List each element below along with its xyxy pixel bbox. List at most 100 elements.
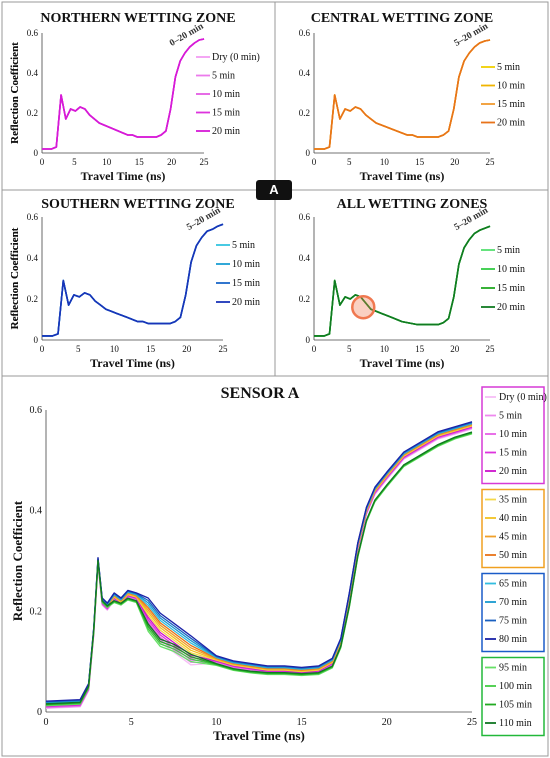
chart-title: CENTRAL WETTING ZONE — [311, 11, 494, 26]
x-tick-label: 15 — [135, 157, 145, 167]
y-tick-label: 0 — [37, 707, 42, 718]
legend-label: 105 min — [499, 700, 532, 711]
series-line — [45, 421, 473, 702]
legend-group-frame — [481, 386, 545, 485]
x-tick-label: 10 — [102, 157, 112, 167]
y-tick-label: 0.6 — [299, 28, 311, 38]
x-tick-label: 10 — [380, 157, 390, 167]
x-tick-label: 5 — [72, 157, 77, 167]
x-tick-label: 0 — [312, 157, 317, 167]
y-tick-label: 0.6 — [299, 212, 311, 222]
x-tick-label: 15 — [297, 717, 307, 728]
x-tick-label: 15 — [415, 157, 425, 167]
legend-label: 5 min — [212, 71, 235, 82]
chart-title: ALL WETTING ZONES — [337, 197, 488, 212]
y-tick-label: 0.4 — [299, 68, 311, 78]
x-tick-label: 25 — [467, 717, 477, 728]
y-tick-label: 0.2 — [27, 294, 38, 304]
chart-panel-4: 0 5 10 15 20 25 0 0.2 0.4 0.6 Travel Time (ns) Refl… — [9, 197, 525, 370]
legend-label: 45 min — [499, 532, 527, 543]
legend-label: 80 min — [499, 634, 527, 645]
chart-panel-1: 0 5 10 15 20 25 0 0.2 0.4 0.6 Travel Time (ns) Refl… — [9, 11, 260, 183]
legend-label: 10 min — [499, 429, 527, 440]
x-tick-label: 25 — [200, 157, 210, 167]
series-line — [45, 424, 473, 705]
legend-label: 100 min — [499, 681, 532, 692]
legend-label: 5 min — [499, 411, 522, 422]
legend-label: 15 min — [212, 108, 240, 119]
legend-label: 20 min — [497, 118, 525, 129]
legend-label: 20 min — [212, 126, 240, 137]
series-line — [45, 431, 473, 705]
legend-label: Dry (0 min) — [212, 52, 260, 63]
legend-label: 10 min — [497, 264, 525, 275]
series-line — [42, 38, 205, 150]
y-tick-label: 0.2 — [27, 108, 38, 118]
y-axis-label: Reflection Coefficient — [9, 42, 21, 144]
x-tick-label: 25 — [486, 157, 496, 167]
legend-label: 70 min — [499, 597, 527, 608]
series-line — [45, 425, 473, 707]
legend-label: 95 min — [499, 663, 527, 674]
y-tick-label: 0 — [34, 148, 39, 158]
x-tick-label: 0 — [44, 717, 49, 728]
x-tick-label: 15 — [415, 344, 425, 354]
legend-label: 50 min — [499, 550, 527, 561]
y-tick-label: 0.4 — [27, 253, 39, 263]
series-line — [314, 225, 491, 337]
chart-panel-2: 0 5 10 15 20 25 0 0.2 0.4 0.6 Travel Time (ns) Refl… — [9, 11, 525, 183]
legend-label: 15 min — [232, 278, 260, 289]
x-tick-label: 10 — [110, 344, 120, 354]
x-tick-label: 10 — [211, 717, 221, 728]
x-tick-label: 0 — [40, 344, 45, 354]
y-tick-label: 0.2 — [299, 294, 310, 304]
y-tick-label: 0 — [306, 148, 311, 158]
legend-label: 65 min — [499, 579, 527, 590]
y-axis-label: Reflection Coefficient — [9, 42, 21, 144]
series-line — [314, 225, 491, 337]
legend-label: 15 min — [499, 448, 527, 459]
series-line — [45, 422, 473, 703]
y-tick-label: 0.4 — [27, 68, 39, 78]
series-line — [42, 223, 224, 337]
x-tick-label: 5 — [347, 344, 352, 354]
x-tick-label: 25 — [486, 344, 496, 354]
panel-badge: A — [256, 180, 292, 200]
x-tick-label: 20 — [450, 344, 460, 354]
legend-label: Dry (0 min) — [499, 392, 547, 403]
y-tick-label: 0.6 — [27, 28, 39, 38]
x-axis-label: Travel Time (ns) — [360, 169, 445, 183]
x-tick-label: 5 — [129, 717, 134, 728]
y-tick-label: 0.4 — [299, 253, 311, 263]
y-tick-label: 0 — [34, 335, 39, 345]
x-axis-label: Travel Time (ns) — [90, 356, 175, 370]
legend-label: 20 min — [232, 297, 260, 308]
chart-title: NORTHERN WETTING ZONE — [40, 11, 235, 26]
x-tick-label: 10 — [380, 344, 390, 354]
series-line — [314, 39, 491, 150]
x-tick-label: 20 — [167, 157, 177, 167]
legend-label: 5 min — [232, 240, 255, 251]
legend-label: 40 min — [499, 513, 527, 524]
y-axis-label: Reflection Coefficient — [9, 227, 21, 329]
legend-label: 35 min — [499, 495, 527, 506]
legend-label: 10 min — [497, 81, 525, 92]
y-tick-label: 0.2 — [299, 108, 310, 118]
legend-label: 15 min — [497, 99, 525, 110]
chart-title: SENSOR A — [221, 385, 300, 402]
chart-panel-3: 0 5 10 15 20 25 0 0.2 0.4 0.6 Travel Time (ns) Refl… — [9, 197, 260, 370]
x-axis-label: Travel Time (ns) — [360, 356, 445, 370]
series-line — [314, 225, 491, 337]
y-tick-label: 0.2 — [30, 606, 43, 617]
y-tick-label: 0.6 — [27, 212, 39, 222]
legend-label: 15 min — [497, 283, 525, 294]
x-tick-label: 0 — [312, 344, 317, 354]
x-axis-label: Travel Time (ns) — [81, 169, 166, 183]
x-tick-label: 0 — [40, 157, 45, 167]
x-axis-label: Travel Time (ns) — [213, 728, 305, 743]
x-tick-label: 25 — [219, 344, 229, 354]
legend-label: 20 min — [497, 302, 525, 313]
legend-label: 75 min — [499, 616, 527, 627]
legend-label: 110 min — [499, 718, 532, 729]
